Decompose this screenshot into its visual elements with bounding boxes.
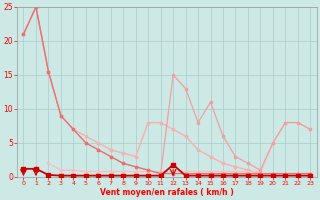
X-axis label: Vent moyen/en rafales ( km/h ): Vent moyen/en rafales ( km/h ) <box>100 188 234 197</box>
